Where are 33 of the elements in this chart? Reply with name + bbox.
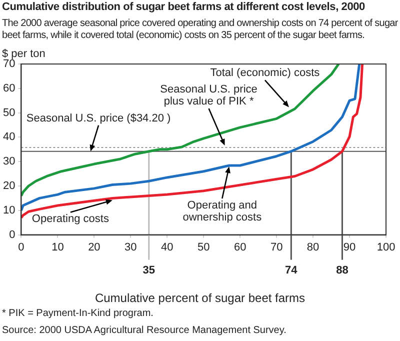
x-tick-label: 100 — [376, 241, 396, 254]
x-tick-label: 90 — [343, 241, 356, 254]
x-tick-label: 60 — [234, 241, 246, 254]
annotation: Operating and ownership costs — [182, 200, 262, 224]
annotation: Operating costs — [32, 213, 110, 226]
x-tick-label: 40 — [161, 241, 174, 254]
x-tick-label: 70 — [270, 241, 283, 254]
x-axis-title: Cumulative percent of sugar beet farms — [94, 291, 306, 305]
y-tick-label: 50 — [2, 106, 16, 119]
y-tick-label: 10 — [2, 204, 16, 216]
annotation: Total (economic) costs — [210, 67, 320, 80]
x-tick-label: 80 — [306, 241, 320, 254]
x-tick-label: 30 — [124, 241, 137, 254]
chart-title: Cumulative distribution of sugar beet farms at different cost levels, 2000 — [2, 1, 366, 13]
x-tick-label: 20 — [88, 241, 100, 254]
y-tick-label: 60 — [2, 82, 16, 94]
y-tick-label: 70 — [2, 58, 16, 70]
ref-line-label: 35 — [142, 264, 156, 276]
ref-line-label: 74 — [285, 264, 298, 276]
annotation: Seasonal U.S. price plus value of PIK * — [160, 83, 258, 108]
x-tick-label: 10 — [52, 241, 64, 254]
y-axis-title: $ per ton — [2, 48, 46, 60]
y-tick-label: 20 — [2, 180, 16, 192]
x-tick-label: 0 — [18, 241, 24, 254]
annotation: Seasonal U.S. price ($34.20 ) — [26, 112, 171, 124]
text: * PIK = Payment-In-Kind program. — [2, 308, 154, 319]
x-tick-label: 50 — [197, 241, 210, 254]
source-note: Source: 2000 USDA Agricultural Resource Management Survey. — [2, 325, 286, 336]
ref-line-label: 88 — [336, 264, 348, 276]
y-tick-label: 40 — [2, 131, 16, 144]
y-tick-label: 0 — [9, 228, 16, 241]
y-tick-label: 30 — [2, 156, 16, 168]
chart-subtitle: The 2000 average seasonal price covered operating and ownership costs on 74 percent of sugar beet farms, while it covered total (economic) costs on 35 percent of the sugar beet farms. — [2, 18, 399, 42]
